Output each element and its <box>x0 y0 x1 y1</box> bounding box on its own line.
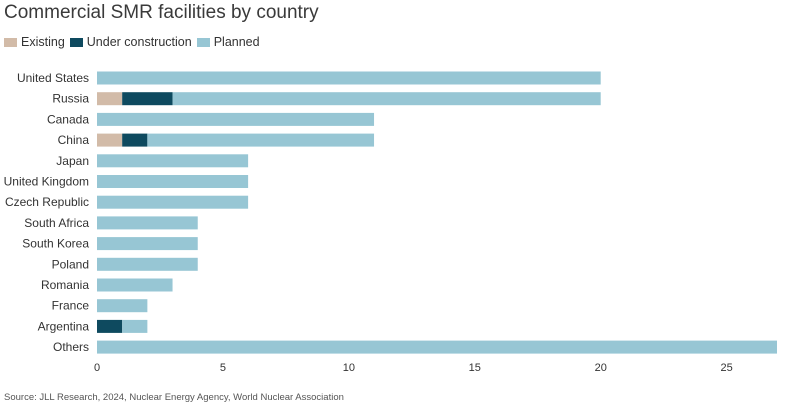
bar-poland-planned <box>97 257 198 271</box>
category-label-others: Others <box>53 340 89 354</box>
bar-south-africa-planned <box>97 216 198 230</box>
bar-france-planned <box>97 299 148 313</box>
category-label-france: France <box>52 299 90 313</box>
category-label-poland: Poland <box>52 257 89 271</box>
bar-argentina-planned <box>122 319 148 333</box>
bar-czech-republic-planned <box>97 195 249 209</box>
bar-argentina-under-construction <box>97 319 123 333</box>
bar-others-planned <box>97 340 777 354</box>
category-label-south-africa: South Africa <box>24 216 89 230</box>
legend-swatch-planned <box>196 37 210 47</box>
category-label-czech-republic: Czech Republic <box>5 195 89 209</box>
bar-romania-planned <box>97 278 173 292</box>
bar-china-under-construction <box>122 133 148 147</box>
bar-south-korea-planned <box>97 237 198 251</box>
bar-russia-planned <box>172 92 601 106</box>
legend-item-existing: Existing <box>4 35 65 49</box>
bar-china-existing <box>97 133 123 147</box>
legend-swatch-existing <box>4 37 17 47</box>
x-tick-label-15: 15 <box>469 362 481 374</box>
x-tick-label-5: 5 <box>220 362 226 374</box>
chart-title: Commercial SMR facilities by country <box>4 2 319 23</box>
bar-russia-under-construction <box>122 92 173 106</box>
category-label-russia: Russia <box>52 92 89 106</box>
x-tick-label-10: 10 <box>343 362 355 374</box>
x-tick-label-25: 25 <box>721 362 733 374</box>
chart-legend: Existing Under construction Planned <box>4 35 265 49</box>
x-tick-label-20: 20 <box>595 362 607 374</box>
bar-china-planned <box>147 133 375 147</box>
category-label-china: China <box>58 133 90 147</box>
bar-russia-existing <box>97 92 123 106</box>
bar-japan-planned <box>97 154 249 168</box>
bar-united-kingdom-planned <box>97 175 249 188</box>
legend-label-existing: Existing <box>21 35 65 49</box>
category-label-south-korea: South Korea <box>22 237 89 251</box>
legend-label-under-construction: Under construction <box>86 35 192 49</box>
category-label-canada: Canada <box>47 112 89 126</box>
category-label-romania: Romania <box>41 278 89 292</box>
legend-item-under-construction: Under construction <box>69 35 192 49</box>
category-label-united-kingdom: United Kingdom <box>4 175 89 189</box>
category-label-united-states: United States <box>17 71 89 85</box>
category-label-japan: Japan <box>56 154 89 168</box>
legend-label-planned: Planned <box>213 35 260 49</box>
x-tick-label-0: 0 <box>94 362 100 374</box>
legend-swatch-under-construction <box>69 37 83 47</box>
source-note: Source: JLL Research, 2024, Nuclear Ener… <box>4 392 344 403</box>
bar-united-states-planned <box>97 71 601 85</box>
legend-item-planned: Planned <box>196 35 260 49</box>
bar-canada-planned <box>97 112 375 126</box>
category-label-argentina: Argentina <box>38 319 90 333</box>
